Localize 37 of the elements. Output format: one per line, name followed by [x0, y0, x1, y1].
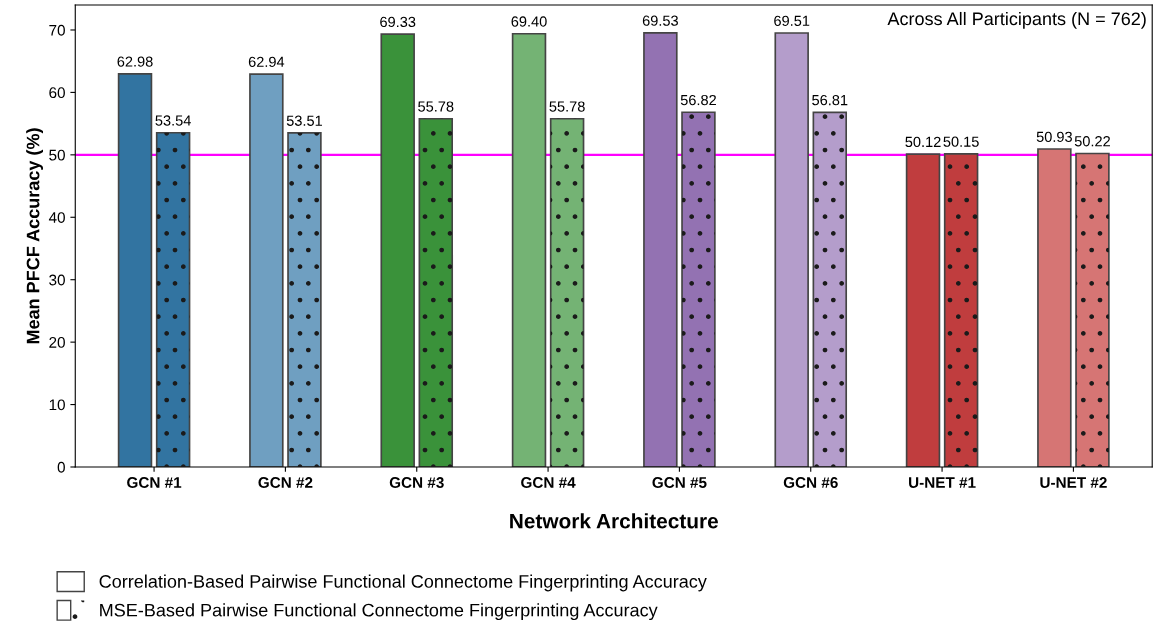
data-label: 62.98	[117, 56, 153, 67]
data-label: 53.54	[155, 115, 191, 126]
x-tick-label: GCN #6	[783, 477, 838, 488]
data-label: 50.12	[905, 136, 941, 148]
data-label: 69.33	[380, 16, 416, 28]
data-label: 62.94	[248, 56, 285, 68]
y-tick-label: 70	[49, 24, 65, 36]
y-tick-label: 30	[49, 274, 65, 286]
x-tick-label: GCN #4	[521, 477, 576, 488]
annotation: Across All Participants (N = 762)	[887, 11, 1146, 29]
y-axis-title: Mean PFCF Accuracy (%)	[26, 128, 43, 344]
data-label: 55.78	[549, 101, 585, 112]
y-tick-label: 50	[49, 149, 65, 161]
x-tick-label: GCN #2	[258, 477, 313, 488]
data-label: 50.22	[1074, 136, 1110, 147]
data-label: 69.53	[642, 15, 678, 26]
data-label: 69.40	[511, 16, 547, 27]
data-label: 50.93	[1036, 131, 1072, 142]
data-label: 69.51	[774, 15, 810, 26]
legend-label: MSE-Based Pairwise Functional Connectome Fingerprinting Accuracy	[100, 603, 658, 621]
legend-label: Correlation-Based Pairwise Functional Connectome Fingerprinting Accuracy	[99, 574, 707, 592]
data-label: 55.78	[418, 101, 454, 112]
x-tick-label: U-NET #2	[1040, 477, 1107, 488]
y-tick-label: 10	[49, 399, 65, 411]
y-tick-label: 0	[57, 461, 65, 473]
x-axis-title: Network Architecture	[510, 513, 718, 529]
y-tick-label: 60	[49, 87, 65, 99]
x-tick-label: GCN #3	[389, 477, 444, 488]
x-tick-label: GCN #5	[652, 477, 707, 488]
data-label: 56.82	[680, 94, 716, 106]
x-tick-label: GCN #1	[127, 477, 182, 488]
data-label: 56.81	[812, 94, 848, 106]
y-tick-label: 20	[49, 337, 65, 348]
x-tick-label: U-NET #1	[909, 477, 976, 488]
data-label: 53.51	[286, 115, 322, 126]
data-label: 50.15	[943, 136, 979, 147]
y-tick-label: 40	[48, 212, 65, 223]
